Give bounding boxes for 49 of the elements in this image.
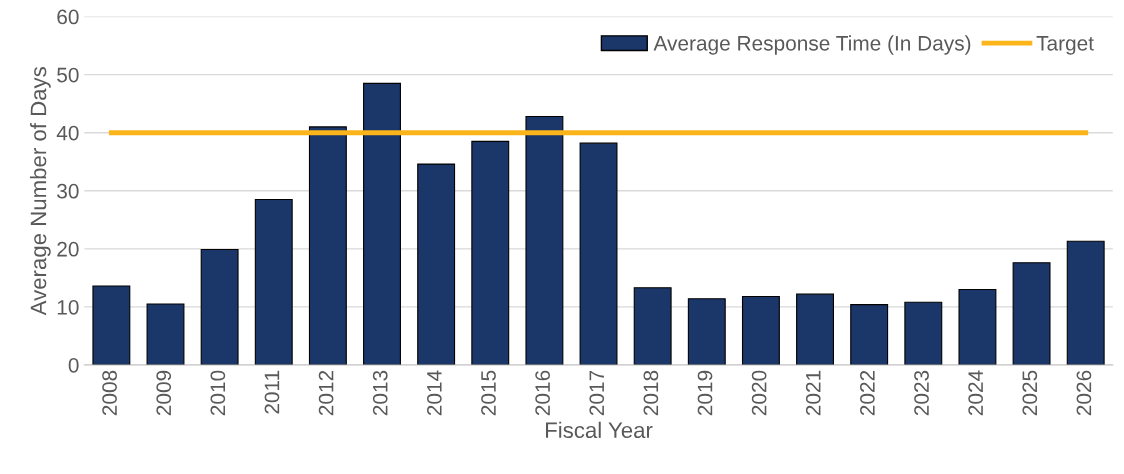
bar [254, 198, 293, 365]
x-tick-label: 2021 [805, 370, 821, 416]
legend-label: Average Response Time (In Days) [653, 35, 971, 55]
x-tick-label: 2017 [589, 370, 605, 416]
bar [741, 295, 780, 365]
x-tick-label: 2013 [372, 370, 388, 416]
x-tick-label: 2018 [643, 370, 659, 416]
bar [633, 287, 672, 365]
x-tick-label: 2010 [210, 370, 226, 416]
bar [363, 82, 401, 365]
bar [958, 288, 997, 365]
bar [471, 140, 510, 365]
bar [1012, 262, 1051, 365]
bar [687, 298, 726, 365]
legend-label: Target [1036, 36, 1094, 55]
y-tick-label: 20 [57, 241, 79, 257]
bar [417, 163, 456, 365]
x-tick-label: 2016 [535, 370, 550, 416]
x-tick-label: 2026 [1076, 370, 1092, 416]
y-tick-label: 0 [68, 357, 79, 373]
y-tick-label: 40 [56, 125, 79, 141]
bar [308, 126, 347, 365]
bar [904, 301, 943, 365]
x-tick-label: 2024 [968, 370, 984, 416]
bar [796, 293, 835, 365]
x-tick-label: 2023 [914, 370, 929, 416]
y-tick-label: 30 [57, 183, 79, 199]
x-tick-label: 2012 [318, 370, 334, 416]
bar [92, 285, 131, 365]
bar [1066, 240, 1105, 365]
y-axis-title: Average Number of Days [30, 67, 51, 316]
y-tick-label: 50 [57, 67, 79, 83]
x-tick-label: 2015 [481, 370, 496, 416]
x-tick-label: 2009 [156, 370, 172, 416]
bar [200, 248, 239, 365]
x-tick-label: 2022 [860, 370, 875, 416]
x-tick-label: 2014 [426, 370, 442, 416]
x-tick-label: 2008 [102, 370, 117, 416]
y-tick-label: 60 [57, 9, 79, 25]
bar [525, 115, 564, 365]
x-tick-label: 2019 [697, 370, 713, 416]
bar [850, 304, 889, 365]
y-tick-label: 10 [57, 299, 79, 315]
x-tick-label: 2011 [264, 370, 280, 414]
bar [579, 142, 618, 365]
x-tick-label: 2020 [751, 370, 767, 416]
bar [146, 303, 185, 365]
x-tick-label: 2025 [1022, 370, 1038, 416]
x-axis-title: Fiscal Year [545, 421, 653, 439]
